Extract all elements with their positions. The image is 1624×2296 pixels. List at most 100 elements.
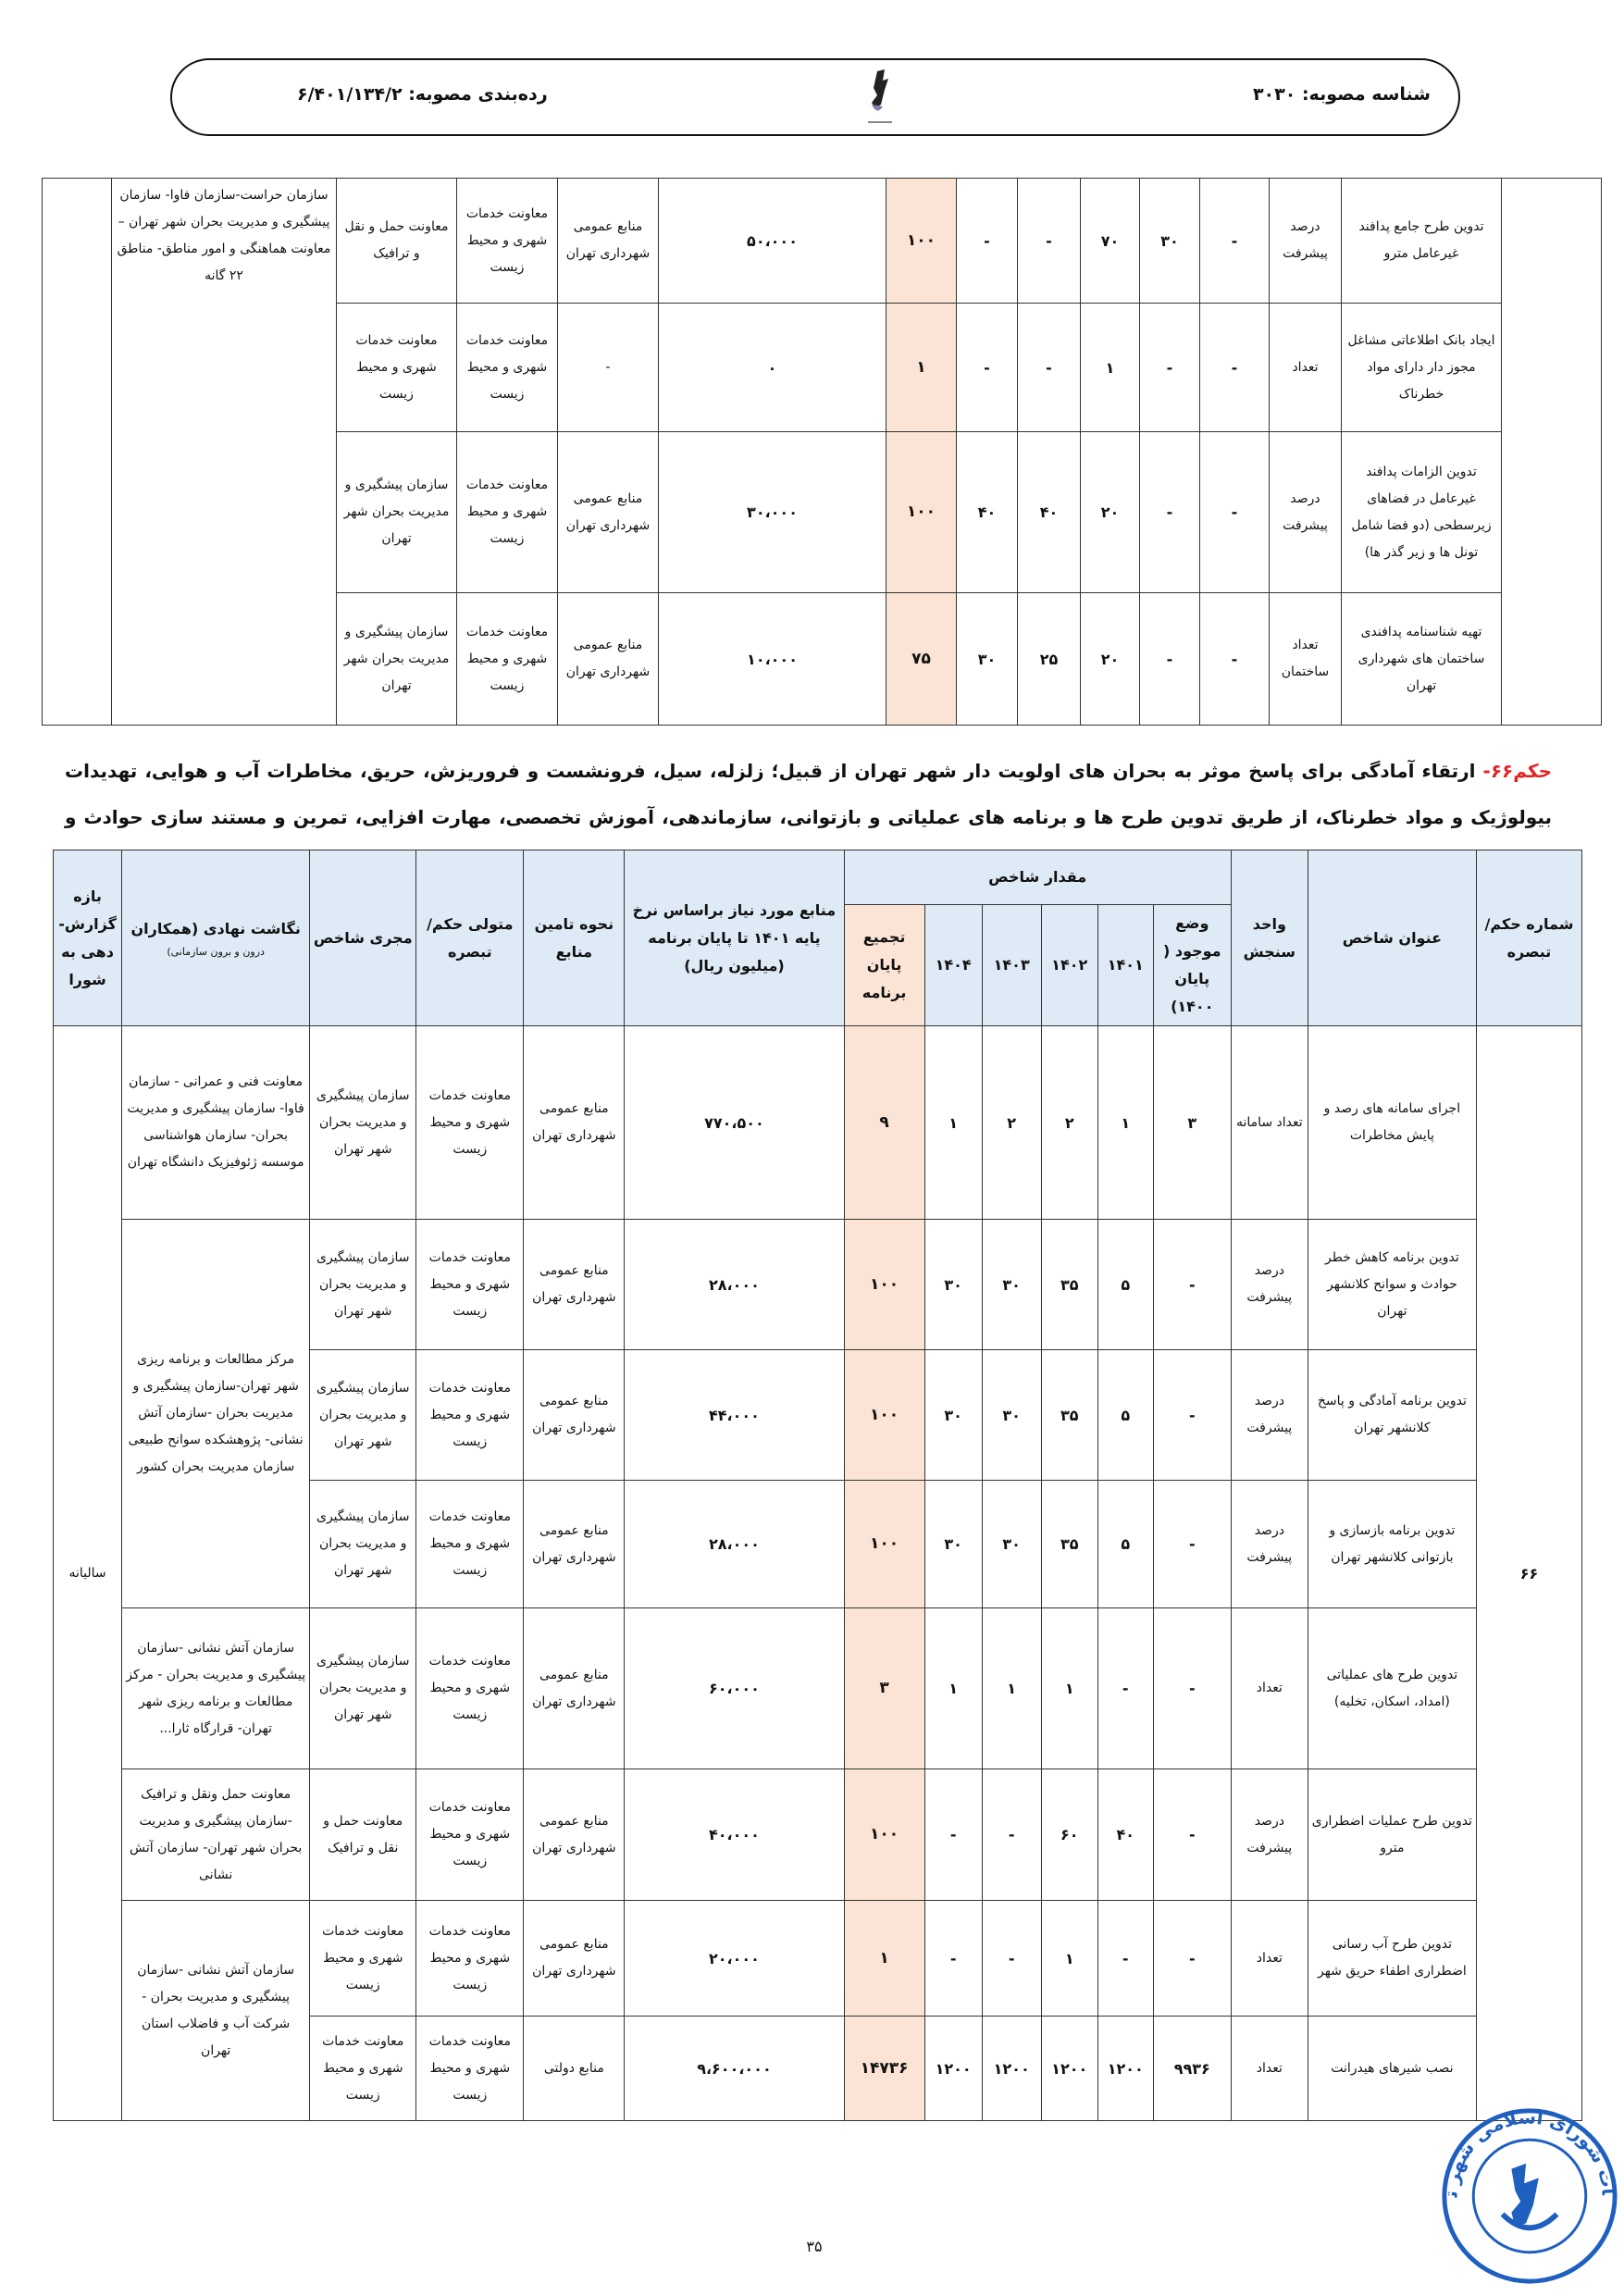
funding-source: - [557, 303, 659, 432]
hokm-label: حکم۶۶- [1482, 760, 1552, 782]
funding-source: منابع عمومی شهرداری تهران [523, 1480, 626, 1608]
value-1402: ۱ [1040, 1607, 1098, 1769]
program-total: ۱ [843, 1900, 925, 2017]
unit-of-measure: تعداد [1230, 1607, 1308, 1769]
indicator-title: تدوین برنامه آمادگی و پاسخ کلانشهر تهران [1307, 1349, 1477, 1481]
value-1402: ۱ [1040, 1900, 1098, 2017]
value-1401: - [1139, 592, 1200, 726]
responsible-body: معاونت خدمات شهری و محیط زیست [415, 1219, 525, 1350]
table-row: تدوین طرح عملیات اضطراری مترو درصد پیشرفت… [54, 1769, 1582, 1901]
table-row: تدوین الزامات پدافند غیرعامل در فضاهای ز… [43, 431, 1602, 593]
document-header: شناسه مصوبه: ۳۰۳۰ رده‌بندی مصوبه: ۶/۴۰۱/… [170, 58, 1460, 136]
table-row: تدوین برنامه آمادگی و پاسخ کلانشهر تهران… [54, 1349, 1582, 1481]
indicator-title: تدوین طرح آب رسانی اضطراری اطفاء حریق شه… [1307, 1900, 1477, 2017]
value-1403: - [981, 1900, 1042, 2017]
indicator-title: تهیه شناسنامه پدافندی ساختمان های شهردار… [1341, 592, 1502, 726]
table-row: تدوین طرح های عملیاتی (امداد، اسکان، تخل… [54, 1607, 1582, 1769]
executor: سازمان پیشگیری و مدیریت بحران شهر تهران [309, 1349, 417, 1481]
value-1403: ۴۰ [1017, 431, 1081, 593]
value-1401: - [1139, 303, 1200, 432]
header-row: شماره حکم/تبصره عنوان شاخص واحد سنجش مقدار … [52, 850, 1583, 1026]
institutional-partners: معاونت حمل ونقل و ترافیک -سازمان پیشگیری… [121, 1769, 311, 1901]
table-row: ۶۶ اجرای سامانه های رصد و پایش مخاطرات تعد… [52, 1025, 1583, 2121]
required-budget: ۲۸،۰۰۰ [624, 1219, 845, 1350]
table-row: ایجاد بانک اطلاعاتی مشاغل مجوز دار دارای… [43, 303, 1602, 432]
program-total: ۹ [843, 1025, 925, 1220]
value-1403: ۱ [981, 1607, 1042, 1769]
header-hokm-number: شماره حکم/تبصره [1475, 850, 1583, 1026]
header-reporting-period: بازه گزارش-دهی به شورا [52, 850, 123, 1026]
value-1404: ۳۰ [924, 1219, 983, 1350]
header-funding-source: نحوه تامین منابع [523, 850, 626, 1026]
value-1403: ۱۲۰۰ [981, 2016, 1042, 2121]
funding-source: منابع عمومی شهرداری تهران [523, 1900, 626, 2017]
value-1401: ۵ [1097, 1219, 1154, 1350]
executor: معاونت حمل و نقل و ترافیک [336, 178, 457, 304]
hokm-number-cell [1501, 178, 1602, 726]
program-total: ۱۰۰ [843, 1219, 925, 1350]
value-1403: ۳۰ [981, 1219, 1042, 1350]
current-status: - [1152, 1349, 1232, 1481]
value-1404: ۳۰ [924, 1349, 983, 1481]
current-status: ۹۹۳۶ [1152, 2016, 1232, 2121]
executor: سازمان پیشگیری و مدیریت بحران شهر تهران [336, 592, 457, 726]
value-1401: ۴۰ [1097, 1769, 1154, 1901]
table-row: نصب شیرهای هیدرانت تعداد ۹۹۳۶ ۱۲۰۰ ۱۲۰۰ ۱۲۰۰ ۱… [54, 2016, 1582, 2121]
value-1404: ۱ [924, 1607, 983, 1769]
table-row: تدوین طرح جامع پدافند غیرعامل مترو درصد پ… [42, 178, 1602, 726]
required-budget: ۵۰،۰۰۰ [658, 178, 886, 304]
reporting-period-cell [42, 178, 112, 726]
value-1402: ۳۵ [1040, 1349, 1098, 1481]
required-budget: ۷۷۰،۵۰۰ [624, 1025, 845, 1220]
council-logo-icon [868, 69, 892, 123]
responsible-body: معاونت خدمات شهری و محیط زیست [456, 178, 558, 304]
header-current-status: وضع موجود ( پایان ۱۴۰۰) [1152, 904, 1232, 1026]
unit-of-measure: تعداد ساختمان [1269, 592, 1342, 726]
value-1403: ۲ [981, 1025, 1042, 1220]
value-1401: - [1139, 431, 1200, 593]
current-status: - [1152, 1900, 1232, 2017]
institutional-partners: سازمان آتش نشانی -سازمان پیشگیری و مدیری… [121, 1607, 311, 1769]
value-1404: - [924, 1769, 983, 1901]
indicator-table-continued: تدوین طرح جامع پدافند غیرعامل مترو درصد پ… [42, 178, 1602, 726]
program-total: ۱۰۰ [886, 431, 957, 593]
value-1404: - [924, 1900, 983, 2017]
institutional-partners: مرکز مطالعات و برنامه ریزی شهر تهران-ساز… [121, 1219, 311, 1608]
current-status: - [1199, 178, 1270, 304]
header-responsible: متولی حکم/تبصره [415, 850, 525, 1026]
indicator-title: تدوین طرح جامع پدافند غیرعامل مترو [1341, 178, 1502, 304]
indicator-title: تدوین برنامه کاهش خطر حوادث و سوانح کلان… [1307, 1219, 1477, 1350]
table-row: تدوین برنامه کاهش خطر حوادث و سوانح کلان… [54, 1219, 1582, 1608]
executor: سازمان پیشگیری و مدیریت بحران شهر تهران [309, 1219, 417, 1350]
value-1402: ۷۰ [1080, 178, 1140, 304]
current-status: - [1152, 1769, 1232, 1901]
value-1401: ۵ [1097, 1349, 1154, 1481]
value-1402: ۱ [1080, 303, 1140, 432]
header-executor: مجری شاخص [309, 850, 417, 1026]
value-1403: - [1017, 178, 1081, 304]
value-1402: ۳۵ [1040, 1480, 1098, 1608]
unit-of-measure: درصد پیشرفت [1230, 1219, 1308, 1350]
header-indicator-title: عنوان شاخص [1307, 850, 1477, 1026]
current-status: - [1199, 431, 1270, 593]
value-1402: ۱۲۰۰ [1040, 2016, 1098, 2121]
unit-of-measure: درصد پیشرفت [1269, 178, 1342, 304]
value-1401: ۱ [1097, 1025, 1154, 1220]
value-1401: ۵ [1097, 1480, 1154, 1608]
header-year-1401: ۱۴۰۱ [1097, 904, 1154, 1026]
program-total: ۱۰۰ [886, 178, 957, 304]
program-total: ۱۰۰ [843, 1769, 925, 1901]
funding-source: منابع عمومی شهرداری تهران [557, 178, 659, 304]
value-1401: ۳۰ [1139, 178, 1200, 304]
funding-source: منابع دولتی [523, 2016, 626, 2121]
unit-of-measure: درصد پیشرفت [1230, 1769, 1308, 1901]
institutional-partners: سازمان حراست-سازمان فاوا- سازمان پیشگیری… [111, 178, 337, 726]
value-1403: ۳۰ [981, 1480, 1042, 1608]
table-row: تهیه شناسنامه پدافندی ساختمان های شهردار… [43, 592, 1602, 726]
responsible-body: معاونت خدمات شهری و محیط زیست [415, 1480, 525, 1608]
executor: معاونت خدمات شهری و محیط زیست [336, 303, 457, 432]
value-1403: ۳۰ [981, 1349, 1042, 1481]
value-1404: ۳۰ [956, 592, 1018, 726]
responsible-body: معاونت خدمات شهری و محیط زیست [456, 592, 558, 726]
value-1403: - [1017, 303, 1081, 432]
